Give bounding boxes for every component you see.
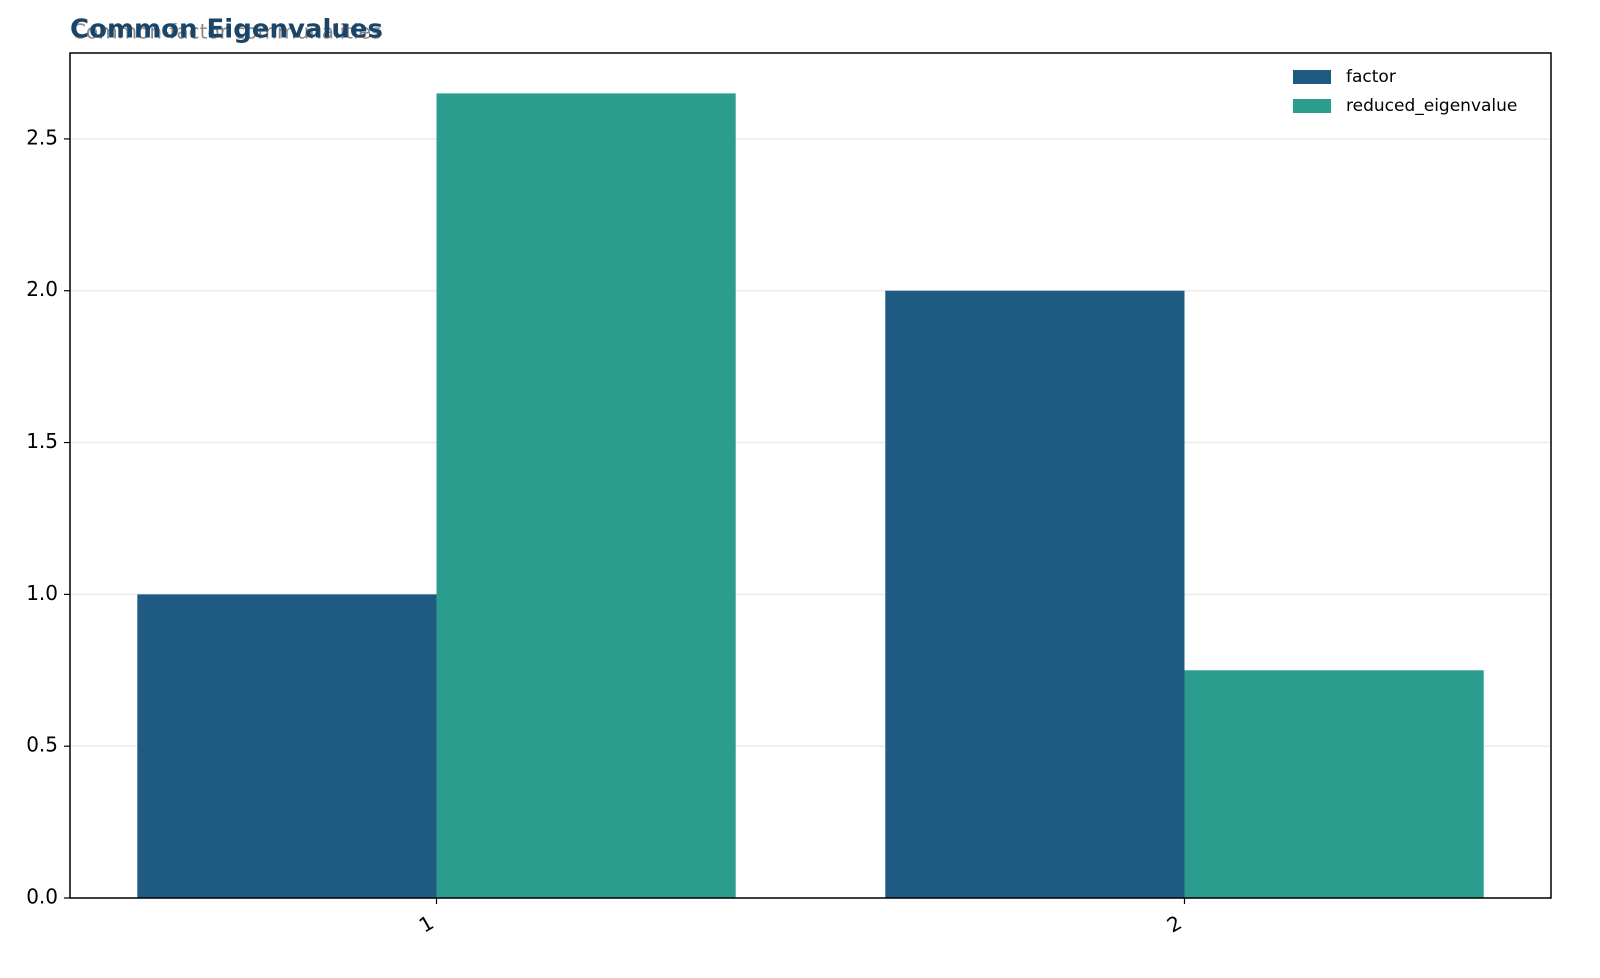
y-tick-label: 0.0 <box>26 885 58 909</box>
y-tick-label: 1.5 <box>26 429 58 453</box>
x-tick-label: 1 <box>415 910 438 937</box>
bar <box>137 594 437 898</box>
bar <box>1184 670 1484 898</box>
chart-title: Common Eigenvalues <box>70 15 383 45</box>
y-tick-label: 2.5 <box>26 125 58 149</box>
bar <box>885 290 1185 898</box>
legend-text: factor <box>1346 67 1396 87</box>
legend-swatch <box>1293 99 1331 113</box>
legend-text: reduced_eigenvalue <box>1346 96 1517 116</box>
bar <box>436 93 736 898</box>
x-tick-label: 2 <box>1163 910 1186 937</box>
legend-swatch <box>1293 70 1331 84</box>
y-tick-label: 1.0 <box>26 581 58 605</box>
y-tick-label: 0.5 <box>26 733 58 757</box>
y-tick-label: 2.0 <box>26 277 58 301</box>
chart-subtitle: Common-factor communalities <box>72 20 381 44</box>
plot-frame <box>69 52 1552 899</box>
